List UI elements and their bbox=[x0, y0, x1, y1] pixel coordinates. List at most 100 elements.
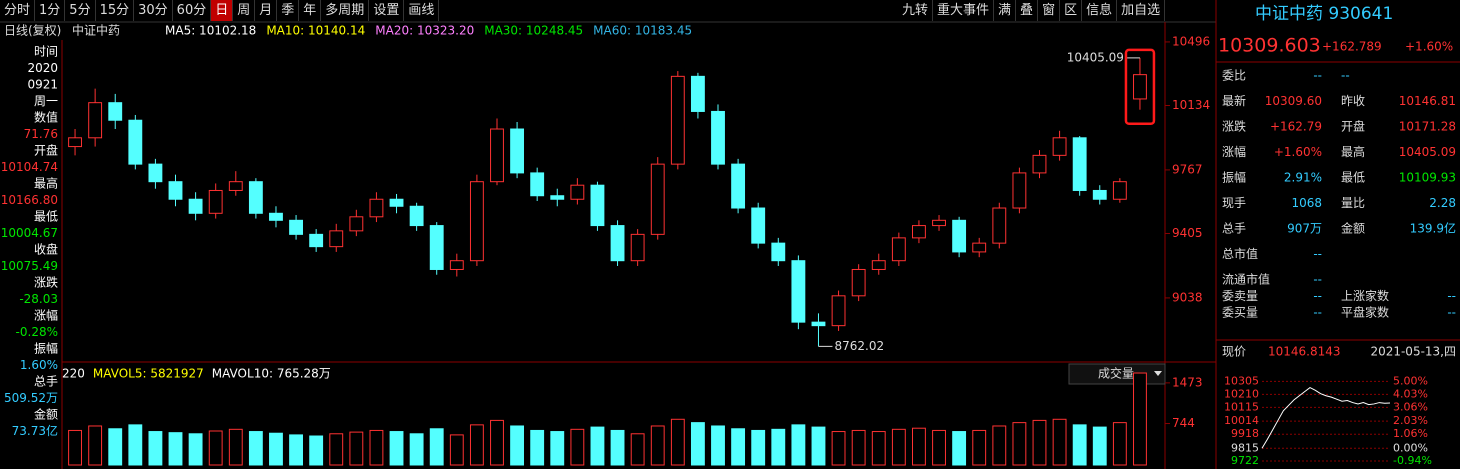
candle-body bbox=[88, 102, 103, 139]
toolbar-button[interactable]: 信息 bbox=[1082, 0, 1118, 21]
toolbar-button[interactable]: 60分 bbox=[173, 0, 212, 21]
dropdown-icon[interactable] bbox=[1154, 371, 1162, 376]
candle-body bbox=[791, 260, 806, 323]
candle-body bbox=[1133, 74, 1147, 100]
volume-bar bbox=[228, 428, 243, 466]
candle-body bbox=[912, 225, 926, 239]
y2-tick-label: 4.03% bbox=[1393, 387, 1428, 400]
volume-bar bbox=[630, 433, 645, 466]
toolbar-button[interactable]: 1分 bbox=[35, 0, 66, 21]
quote-label: 平盘家数 bbox=[1341, 305, 1389, 320]
candle-body bbox=[811, 321, 826, 327]
y-tick-label: 1473 bbox=[1172, 375, 1203, 389]
candle-body bbox=[731, 163, 746, 209]
candle-body bbox=[871, 260, 886, 270]
info-text: 收盘 bbox=[34, 242, 58, 257]
low-annotation: 8762.02 bbox=[834, 339, 884, 353]
quote-label: 最新 bbox=[1222, 93, 1246, 108]
toolbar-button[interactable]: 5分 bbox=[65, 0, 96, 21]
toolbar-button[interactable]: 日 bbox=[211, 0, 234, 21]
toolbar-button[interactable]: 九转 bbox=[898, 0, 934, 21]
highlight-box bbox=[1124, 48, 1156, 125]
quote-label: 金额 bbox=[1341, 221, 1365, 236]
y-tick-label: 9722 bbox=[1231, 454, 1259, 467]
quote-label: -- bbox=[1341, 69, 1350, 83]
toolbar-button[interactable]: 叠 bbox=[1016, 0, 1039, 21]
quote-label: 委买量 bbox=[1222, 306, 1258, 320]
volume-bar bbox=[329, 433, 344, 466]
info-text: 10104.74 bbox=[1, 160, 58, 174]
volume-legend: MAVOL10: 765.28万 bbox=[212, 367, 331, 381]
info-text: 开盘 bbox=[34, 143, 58, 158]
tool-toolbar: 九转 重大事件满叠窗区信息 加自选 bbox=[898, 0, 1166, 21]
toolbar-button[interactable]: 区 bbox=[1060, 0, 1083, 21]
volume-bar bbox=[248, 431, 263, 466]
volume-bar bbox=[269, 432, 283, 466]
candle-body bbox=[932, 219, 946, 227]
candle-body bbox=[891, 237, 906, 262]
volume-bar bbox=[1112, 422, 1127, 466]
info-text: 周一 bbox=[34, 94, 58, 108]
quote-date: 2021-05-13,四 bbox=[1370, 345, 1456, 359]
quote-value: -- bbox=[1313, 69, 1322, 83]
toolbar-button[interactable]: 周 bbox=[233, 0, 256, 21]
info-text: 振幅 bbox=[34, 341, 58, 356]
quote-value: 10309.60 bbox=[1265, 94, 1322, 108]
y-tick-label: 9405 bbox=[1172, 226, 1203, 240]
quote-value: 139.9亿 bbox=[1410, 221, 1456, 236]
intraday-line bbox=[1261, 386, 1391, 449]
toolbar-button[interactable]: 重大事件 bbox=[933, 0, 995, 21]
candle-body bbox=[1052, 137, 1067, 156]
quote-value: 10109.93 bbox=[1399, 171, 1456, 185]
toolbar-button[interactable]: 画线 bbox=[404, 0, 440, 21]
toolbar-button[interactable]: 分时 bbox=[0, 0, 36, 21]
quote-value: -- bbox=[1313, 289, 1322, 303]
period-toolbar: 分时 1分 5分 15分 30分 60分日周月季年多周期 设置 画线 bbox=[0, 0, 440, 21]
quote-label: 最低 bbox=[1341, 171, 1365, 185]
toolbar-button[interactable]: 窗 bbox=[1038, 0, 1061, 21]
quote-label: 上涨家数 bbox=[1341, 288, 1389, 303]
info-text: -28.03 bbox=[19, 292, 58, 306]
toolbar-button[interactable]: 设置 bbox=[369, 0, 405, 21]
quote-value: +1.60% bbox=[1274, 145, 1322, 159]
y-tick-label: 9918 bbox=[1231, 427, 1259, 440]
volume-bar bbox=[289, 434, 303, 466]
candle-body bbox=[610, 225, 625, 262]
quote-change: +162.789 bbox=[1322, 40, 1382, 54]
y-tick-label: 10014 bbox=[1224, 414, 1259, 427]
toolbar-button[interactable]: 月 bbox=[255, 0, 278, 21]
toolbar-button[interactable]: 季 bbox=[277, 0, 300, 21]
toolbar-button[interactable]: 多周期 bbox=[321, 0, 370, 21]
volume-bar bbox=[429, 428, 444, 466]
volume-bar bbox=[469, 424, 484, 466]
volume-bar bbox=[771, 428, 786, 466]
candle-body bbox=[590, 184, 605, 227]
volume-bar bbox=[309, 435, 324, 466]
volume-bar bbox=[690, 422, 705, 466]
volume-selector[interactable]: 成交量 bbox=[1098, 366, 1134, 381]
volume-bar bbox=[1052, 418, 1067, 466]
toolbar-button[interactable]: 15分 bbox=[96, 0, 135, 21]
y-tick-label: 9815 bbox=[1231, 441, 1259, 454]
ma-legend: MA5: 10102.18 bbox=[165, 24, 256, 38]
y2-tick-label: 5.00% bbox=[1393, 374, 1428, 387]
toolbar-button[interactable]: 满 bbox=[994, 0, 1017, 21]
period-label: 日线(复权) bbox=[4, 24, 61, 38]
toolbar-button[interactable]: 30分 bbox=[134, 0, 173, 21]
candle-body bbox=[289, 219, 303, 235]
candle-body bbox=[329, 230, 344, 248]
now-value: 10146.8143 bbox=[1268, 345, 1341, 359]
candle-body bbox=[831, 295, 846, 327]
candle-body bbox=[68, 137, 82, 148]
quote-label: 振幅 bbox=[1222, 170, 1246, 185]
y-tick-label: 9767 bbox=[1172, 162, 1203, 176]
toolbar-button[interactable]: 年 bbox=[299, 0, 322, 21]
y2-tick-label: 1.06% bbox=[1393, 427, 1428, 440]
volume-bar bbox=[992, 425, 1007, 466]
y2-tick-label: -0.94% bbox=[1393, 454, 1432, 467]
y-tick-label: 10115 bbox=[1224, 400, 1259, 413]
toolbar-button[interactable]: 加自选 bbox=[1117, 0, 1166, 21]
candle-body bbox=[469, 181, 484, 262]
candle-body bbox=[490, 128, 504, 183]
